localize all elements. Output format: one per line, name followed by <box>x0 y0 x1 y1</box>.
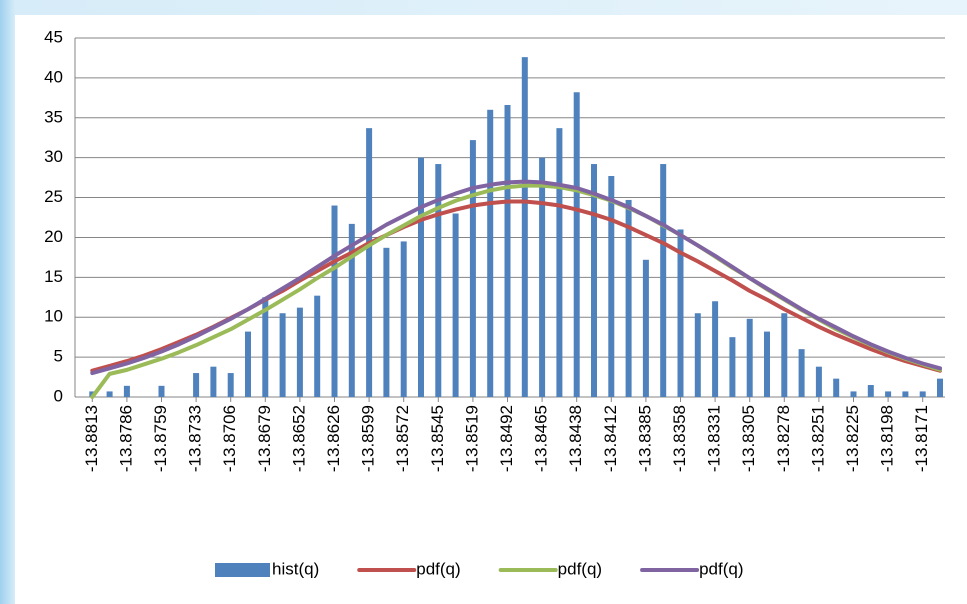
y-tick-label: 20 <box>44 227 63 246</box>
bar <box>452 213 459 397</box>
x-tick-label: -13.8572 <box>393 405 412 472</box>
x-tick-label: -13.8813 <box>82 405 101 472</box>
bar <box>418 157 424 397</box>
bar <box>106 391 113 397</box>
x-tick-label: -13.8759 <box>151 405 170 472</box>
bar <box>729 337 736 397</box>
x-tick-label: -13.8545 <box>428 405 447 472</box>
bar <box>850 391 857 397</box>
bar <box>677 229 684 397</box>
bar <box>348 223 355 397</box>
bar <box>245 331 251 397</box>
bar <box>469 140 476 398</box>
x-tick-label: -13.8465 <box>532 405 551 472</box>
bar <box>573 92 580 397</box>
bar <box>504 105 511 397</box>
bar <box>746 318 753 397</box>
legend-label: hist(q) <box>272 559 319 578</box>
legend-label: pdf(q) <box>416 559 460 578</box>
bar <box>556 128 563 397</box>
bar <box>400 241 407 397</box>
bar <box>867 385 874 397</box>
x-tick-label: -13.8251 <box>808 405 827 472</box>
bar <box>798 349 805 397</box>
y-tick-label: 45 <box>44 27 63 46</box>
bar <box>314 295 321 397</box>
x-tick-label: -13.8626 <box>324 405 343 472</box>
bar <box>764 331 770 397</box>
y-tick-label: 30 <box>44 147 63 166</box>
bar <box>539 157 546 397</box>
x-tick-label: -13.8278 <box>774 405 793 472</box>
y-tick-label: 0 <box>54 386 63 405</box>
bar <box>210 366 217 397</box>
legend-label: pdf(q) <box>699 559 743 578</box>
x-tick-label: -13.8225 <box>843 405 862 472</box>
bar <box>193 373 200 397</box>
bar <box>279 313 286 397</box>
bar <box>608 176 615 397</box>
legend-swatch <box>215 563 270 577</box>
bar <box>885 391 892 397</box>
x-tick-label: -13.8599 <box>359 405 378 472</box>
y-tick-label: 35 <box>44 107 63 126</box>
bar <box>660 164 667 397</box>
line <box>90 179 942 376</box>
bar <box>487 109 494 398</box>
x-tick-label: -13.8331 <box>705 405 724 472</box>
bar <box>383 247 390 397</box>
x-tick-label: -13.8706 <box>220 405 239 472</box>
x-tick-label: -13.8412 <box>601 405 620 472</box>
x-tick-label: -13.8171 <box>912 405 931 472</box>
bar <box>902 391 909 397</box>
bar <box>227 373 234 397</box>
bar <box>937 378 943 397</box>
x-tick-label: -13.8492 <box>497 405 516 472</box>
bar <box>435 164 442 397</box>
bar <box>331 205 338 397</box>
y-tick-label: 10 <box>44 307 63 326</box>
legend-label: pdf(q) <box>558 559 602 578</box>
x-tick-label: -13.8305 <box>739 405 758 472</box>
x-tick-label: -13.8438 <box>566 405 585 472</box>
bar <box>521 57 528 397</box>
x-tick-label: -13.8679 <box>255 405 274 472</box>
x-tick-label: -13.8385 <box>635 405 654 472</box>
x-tick-label: -13.8786 <box>116 405 135 472</box>
y-tick-label: 5 <box>54 347 63 366</box>
bar <box>262 297 269 397</box>
bar <box>919 391 926 397</box>
x-tick-label: -13.8198 <box>878 405 897 472</box>
y-tick-label: 15 <box>44 267 63 286</box>
bar <box>712 301 719 397</box>
bar <box>158 385 165 397</box>
bar <box>694 313 701 397</box>
bar <box>296 307 303 397</box>
x-tick-label: -13.8519 <box>462 405 481 472</box>
x-tick-label: -13.8358 <box>670 405 689 472</box>
y-tick-label: 40 <box>44 67 63 86</box>
bar <box>366 128 373 397</box>
y-tick-label: 25 <box>44 187 63 206</box>
bar <box>123 385 130 397</box>
bar <box>642 259 649 397</box>
bar <box>815 366 822 397</box>
bar <box>833 378 840 397</box>
bar <box>591 164 597 397</box>
x-tick-label: -13.8733 <box>186 405 205 472</box>
bar <box>781 313 788 397</box>
bar <box>625 199 632 397</box>
x-tick-label: -13.8652 <box>289 405 308 472</box>
